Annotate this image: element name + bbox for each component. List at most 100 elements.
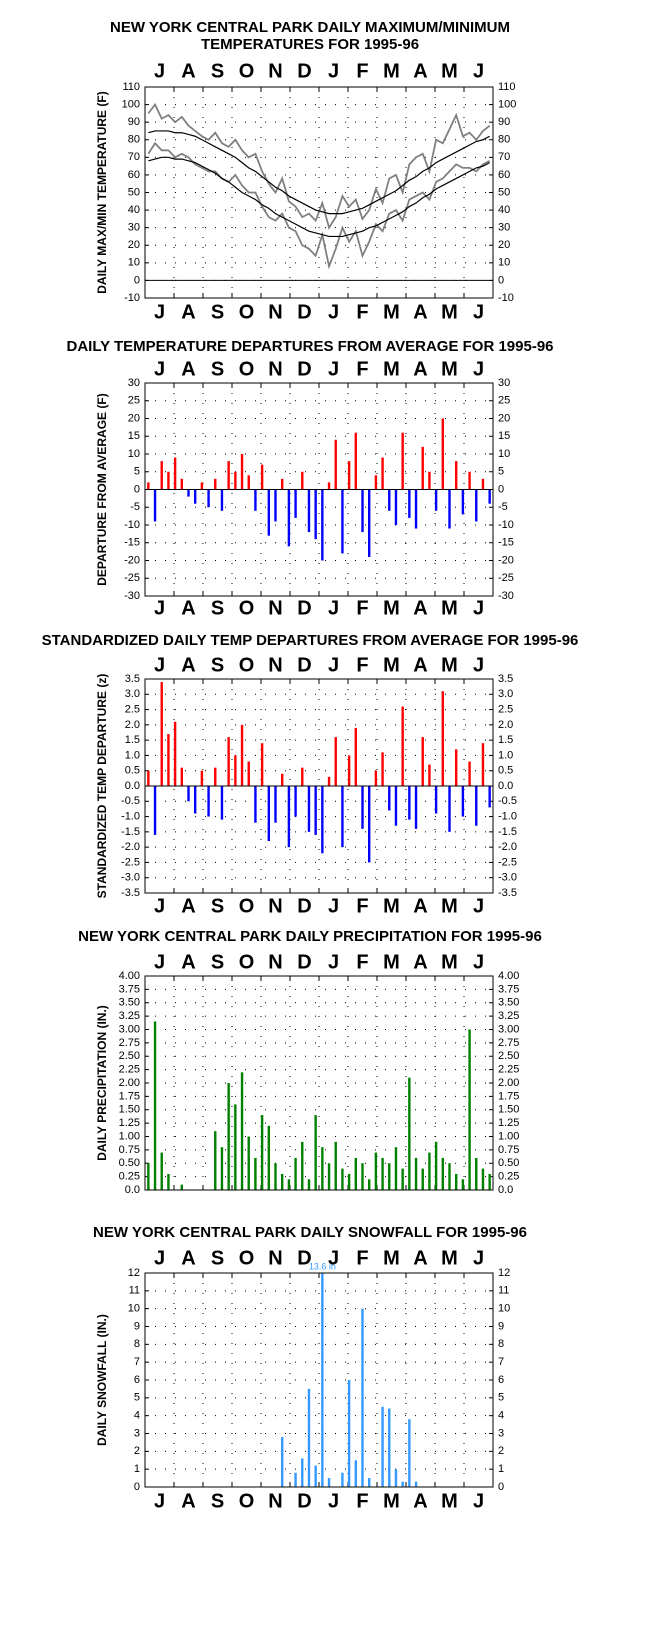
bar <box>280 478 284 490</box>
month-label: J <box>154 1247 165 1269</box>
month-label: M <box>441 895 458 917</box>
month-label: J <box>328 895 339 917</box>
bar <box>314 786 317 835</box>
bar <box>421 737 424 786</box>
bar <box>227 1083 230 1190</box>
month-label: A <box>181 951 195 973</box>
panel: DAILY TEMPERATURE DEPARTURES FROM AVERAG… <box>66 338 553 619</box>
bar <box>200 482 204 490</box>
bar <box>347 755 351 786</box>
month-label: S <box>211 358 224 380</box>
y-tick-label: -1.0 <box>498 810 517 822</box>
y-tick-label: 60 <box>498 169 510 181</box>
bar <box>214 767 217 786</box>
bar <box>354 727 358 786</box>
month-label: J <box>154 301 165 323</box>
month-label: N <box>268 1490 282 1512</box>
plot-frame <box>144 975 494 1191</box>
bar <box>193 786 197 814</box>
month-label: J <box>473 1490 484 1512</box>
bar <box>354 1157 358 1190</box>
month-label: N <box>268 597 282 619</box>
y-tick-label: 4 <box>498 1410 504 1422</box>
month-label: M <box>383 358 400 380</box>
bar <box>388 489 391 511</box>
month-label: O <box>239 358 255 380</box>
temperature-line <box>147 141 491 270</box>
month-label: J <box>328 654 339 676</box>
bar <box>301 767 304 786</box>
month-label: J <box>328 1247 339 1269</box>
bar <box>247 761 250 786</box>
bar <box>475 489 478 522</box>
month-label: M <box>441 1490 458 1512</box>
y-tick-label: 50 <box>128 186 140 198</box>
bar <box>254 489 257 511</box>
bar <box>247 475 250 490</box>
y-tick-label: 0 <box>498 274 504 286</box>
bar <box>481 478 485 490</box>
bar <box>374 475 378 490</box>
bar <box>321 1273 324 1487</box>
y-tick-label: 10 <box>498 1303 510 1315</box>
bar <box>428 1152 431 1190</box>
y-tick-label: 0 <box>498 483 504 495</box>
y-tick-label: 4 <box>134 1410 140 1422</box>
month-label: M <box>441 1247 458 1269</box>
y-tick-label: 80 <box>128 134 140 146</box>
y-tick-label: 0.5 <box>125 765 140 777</box>
bar <box>240 724 244 786</box>
month-label: J <box>473 895 484 917</box>
bar <box>414 1157 418 1190</box>
y-tick-label: 0.0 <box>498 1184 513 1196</box>
month-label: O <box>239 895 255 917</box>
month-label: N <box>268 895 282 917</box>
month-label: M <box>383 895 400 917</box>
y-tick-label: 12 <box>498 1267 510 1279</box>
bar <box>280 1437 284 1487</box>
month-label: D <box>297 358 311 380</box>
bar <box>361 786 364 829</box>
month-label: D <box>297 1490 311 1512</box>
month-label: M <box>441 60 458 82</box>
bar <box>441 418 445 490</box>
plot-frame <box>144 382 494 597</box>
month-label: M <box>441 301 458 323</box>
month-label: N <box>268 60 282 82</box>
bar <box>441 1157 445 1190</box>
y-tick-label: 1.25 <box>119 1117 140 1129</box>
month-label: J <box>154 60 165 82</box>
bar <box>173 457 177 490</box>
y-tick-label: 70 <box>128 151 140 163</box>
bar <box>307 1388 311 1487</box>
bar <box>220 786 224 820</box>
y-tick-label: 20 <box>128 412 140 424</box>
y-tick-label: -2.5 <box>121 856 140 868</box>
bar <box>267 489 271 536</box>
month-label: J <box>473 60 484 82</box>
bar <box>468 1029 471 1190</box>
month-label: J <box>328 597 339 619</box>
y-tick-label: 90 <box>128 116 140 128</box>
y-tick-label: 2.0 <box>125 719 140 731</box>
bar <box>394 489 398 525</box>
y-tick-label: 0 <box>134 1481 140 1493</box>
y-tick-label: -10 <box>498 519 514 531</box>
bar <box>468 761 471 786</box>
month-label: N <box>268 1247 282 1269</box>
bar <box>160 461 163 490</box>
y-tick-label: 30 <box>128 222 140 234</box>
y-tick-label: 80 <box>498 134 510 146</box>
month-label: M <box>441 597 458 619</box>
y-tick-label: 7 <box>498 1356 504 1368</box>
bar <box>381 752 384 786</box>
y-tick-label: 11 <box>129 1285 140 1297</box>
bar <box>361 1308 364 1487</box>
bar <box>167 1173 170 1190</box>
bar <box>454 461 458 490</box>
bar <box>428 471 431 490</box>
bar <box>274 489 277 522</box>
plot <box>147 1021 491 1190</box>
month-label: S <box>211 1490 224 1512</box>
bar <box>321 786 324 854</box>
